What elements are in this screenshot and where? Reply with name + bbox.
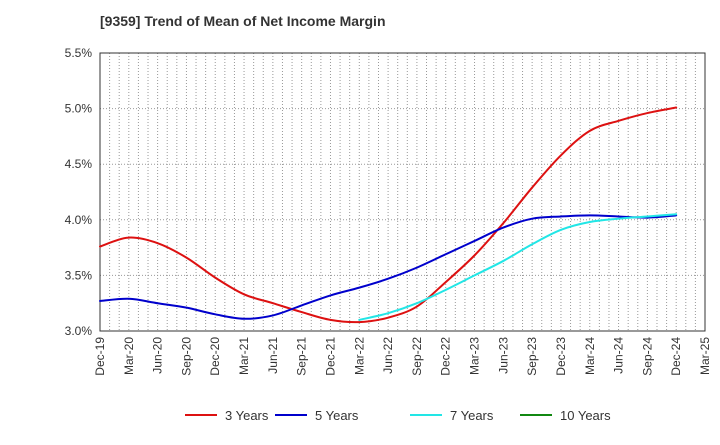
series-line-3-years xyxy=(99,106,678,324)
x-tick-label: Dec-24 xyxy=(669,337,683,376)
y-tick-label: 5.0% xyxy=(65,102,93,116)
legend-label-7-years: 7 Years xyxy=(450,408,494,423)
x-tick-label: Jun-23 xyxy=(496,337,510,374)
y-tick-label: 3.0% xyxy=(65,324,93,338)
axes: 3.0% 3.5% 4.0% 4.5% 5.0% 5.5% Dec-19 Mar-20 Jun-… xyxy=(65,46,712,376)
x-tick-label: Jun-22 xyxy=(381,337,395,374)
y-tick-label: 4.5% xyxy=(65,157,93,171)
series-line-5-years xyxy=(99,214,678,320)
x-tick-label: Mar-23 xyxy=(468,337,482,375)
legend-label-5-years: 5 Years xyxy=(315,408,359,423)
plot-frame xyxy=(99,52,706,332)
x-tick-label: Mar-24 xyxy=(583,337,597,375)
x-tick-label: Dec-19 xyxy=(93,337,107,376)
x-tick-label: Jun-20 xyxy=(151,337,165,374)
x-tick-label: Dec-20 xyxy=(208,337,222,376)
chart-title: [9359] Trend of Mean of Net Income Margi… xyxy=(100,13,386,29)
x-tick-label: Mar-25 xyxy=(698,337,712,375)
x-tick-label: Sep-23 xyxy=(525,337,539,376)
legend: 3 Years 5 Years 7 Years 10 Years xyxy=(185,408,611,423)
x-tick-label: Mar-22 xyxy=(352,337,366,375)
x-tick-label: Sep-24 xyxy=(640,337,654,376)
series-line-7-years xyxy=(358,213,678,321)
x-tick-label: Sep-21 xyxy=(295,337,309,376)
series-lines xyxy=(99,106,678,324)
x-tick-label: Sep-20 xyxy=(179,337,193,376)
grid xyxy=(99,52,706,332)
legend-label-3-years: 3 Years xyxy=(225,408,269,423)
x-tick-label: Sep-22 xyxy=(410,337,424,376)
legend-label-10-years: 10 Years xyxy=(560,408,611,423)
x-tick-label: Jun-24 xyxy=(612,337,626,374)
y-tick-label: 5.5% xyxy=(65,46,93,60)
x-tick-label: Jun-21 xyxy=(266,337,280,374)
y-tick-label: 3.5% xyxy=(65,268,93,282)
x-tick-label: Mar-21 xyxy=(237,337,251,375)
x-tick-label: Mar-20 xyxy=(122,337,136,375)
y-tick-label: 4.0% xyxy=(65,213,93,227)
x-tick-label: Dec-21 xyxy=(323,337,337,376)
x-tick-label: Dec-22 xyxy=(439,337,453,376)
x-tick-label: Dec-23 xyxy=(554,337,568,376)
